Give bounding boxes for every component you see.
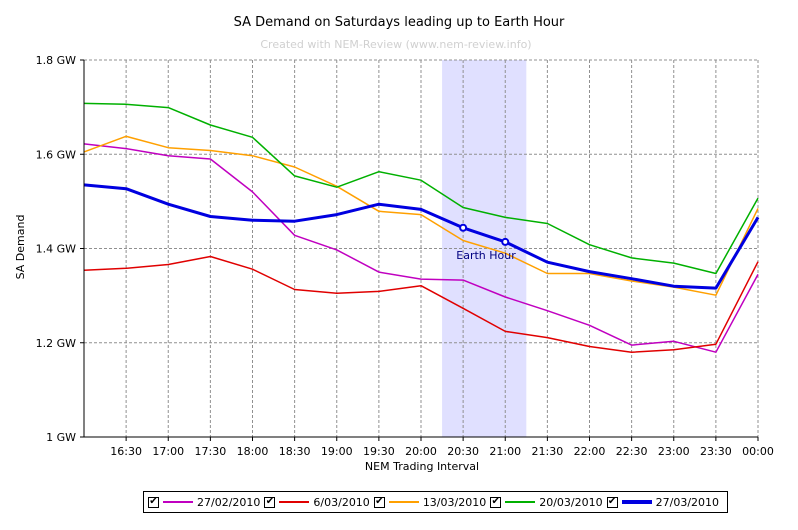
legend-label: 13/03/2010 xyxy=(422,495,487,509)
series-line-27-02-2010 xyxy=(83,143,759,353)
series-line-13-03-2010 xyxy=(83,135,759,296)
x-tick-label: 23:00 xyxy=(658,445,690,458)
chart-watermark: Created with NEM-Review (www.nem-review.… xyxy=(260,38,531,51)
x-tick-label: 17:00 xyxy=(152,445,184,458)
legend-label: 20/03/2010 xyxy=(539,495,603,509)
legend-label: 27/03/2010 xyxy=(655,495,720,509)
legend-swatch xyxy=(163,501,193,503)
series-line-20-03-2010 xyxy=(83,102,759,275)
x-tick-label: 20:30 xyxy=(447,445,479,458)
x-tick-label: 18:30 xyxy=(279,445,311,458)
x-tick-label: 18:00 xyxy=(237,445,269,458)
x-tick-label: 22:30 xyxy=(616,445,648,458)
legend-item[interactable]: ✔ 6/03/2010 xyxy=(264,495,370,509)
y-axis-label: SA Demand xyxy=(14,215,27,280)
legend-label: 6/03/2010 xyxy=(313,495,370,509)
checkbox-checked-icon[interactable]: ✔ xyxy=(606,496,618,508)
grid-lines xyxy=(84,59,759,437)
x-axis-label: NEM Trading Interval xyxy=(365,460,479,473)
y-tick-label: 1.6 GW xyxy=(36,148,77,161)
earth-hour-label: Earth Hour xyxy=(456,249,516,262)
legend-item[interactable]: ✔ 27/03/2010 xyxy=(606,495,720,509)
y-tick-label: 1 GW xyxy=(46,431,76,444)
checkbox-checked-icon[interactable]: ✔ xyxy=(490,496,502,508)
legend-swatch xyxy=(279,501,310,503)
chart-title: SA Demand on Saturdays leading up to Ear… xyxy=(234,15,565,30)
y-axis-ticks: 1 GW 1.2 GW 1.4 GW 1.6 GW 1.8 GW xyxy=(36,54,84,444)
checkbox-checked-icon[interactable]: ✔ xyxy=(148,496,159,508)
series-line-6-03-2010 xyxy=(83,255,759,353)
y-tick-label: 1.8 GW xyxy=(36,54,77,67)
series-layer xyxy=(83,102,760,353)
legend-item[interactable]: ✔ 20/03/2010 xyxy=(490,495,603,509)
x-tick-label: 20:00 xyxy=(405,445,437,458)
x-tick-label: 22:00 xyxy=(574,445,606,458)
x-tick-label: 19:30 xyxy=(363,445,395,458)
checkbox-checked-icon[interactable]: ✔ xyxy=(373,496,385,508)
x-axis-ticks: 16:30 17:00 17:30 18:00 18:30 19:00 19:30 20:00… xyxy=(110,437,774,458)
series-line-27-03-2010 xyxy=(83,183,760,290)
x-tick-label: 21:00 xyxy=(489,445,521,458)
x-tick-label: 16:30 xyxy=(110,445,142,458)
x-tick-label: 23:30 xyxy=(700,445,732,458)
x-tick-label: 19:00 xyxy=(321,445,353,458)
x-tick-label: 17:30 xyxy=(195,445,227,458)
checkbox-checked-icon[interactable]: ✔ xyxy=(264,496,276,508)
legend-swatch xyxy=(388,501,419,503)
legend-label: 27/02/2010 xyxy=(197,495,261,509)
y-tick-label: 1.4 GW xyxy=(36,243,77,256)
legend: ✔ 27/02/2010 ✔ 6/03/2010 ✔ 13/03/2010 ✔ 20/03/2… xyxy=(143,491,729,513)
legend-item[interactable]: ✔ 13/03/2010 xyxy=(373,495,487,509)
legend-item[interactable]: ✔ 27/02/2010 xyxy=(148,496,260,509)
x-tick-label: 00:00 xyxy=(742,445,774,458)
series-marker xyxy=(501,237,510,246)
x-tick-label: 21:30 xyxy=(532,445,564,458)
legend-swatch xyxy=(505,501,536,503)
series-marker xyxy=(459,223,468,232)
chart-canvas: SA Demand on Saturdays leading up to Ear… xyxy=(14,15,774,473)
y-tick-label: 1.2 GW xyxy=(36,337,77,350)
legend-swatch xyxy=(621,500,652,504)
